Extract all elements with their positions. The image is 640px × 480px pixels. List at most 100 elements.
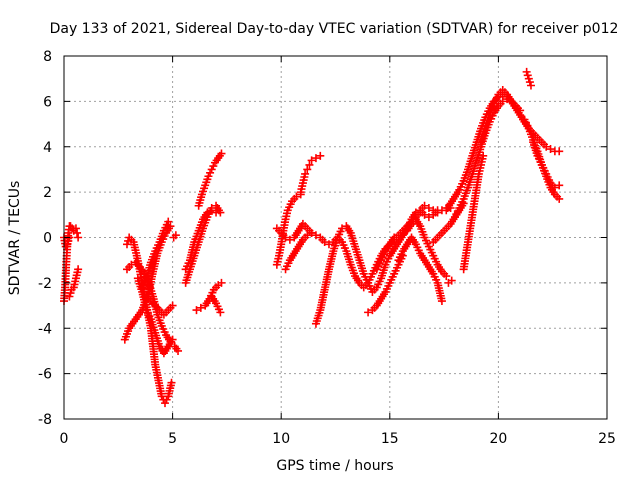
series-t2	[60, 233, 74, 251]
data-point	[390, 233, 399, 242]
x-tick-label: 20	[489, 431, 507, 447]
data-point	[320, 238, 329, 247]
data-point	[429, 206, 438, 215]
data-point	[442, 272, 451, 281]
data-point	[523, 71, 532, 80]
data-point	[424, 213, 433, 222]
series-t8	[133, 274, 177, 358]
series-t4	[65, 265, 83, 301]
data-point	[498, 97, 507, 106]
series-t25	[394, 233, 446, 306]
data-point	[197, 190, 206, 199]
y-tick-label: -8	[38, 412, 52, 428]
data-markers	[60, 67, 564, 408]
data-point	[74, 265, 83, 274]
data-point	[201, 181, 210, 190]
data-point	[525, 78, 534, 87]
series-t36	[444, 276, 456, 287]
data-point	[542, 142, 551, 151]
series-t16	[192, 278, 226, 315]
data-point	[73, 228, 82, 237]
data-point	[364, 308, 373, 317]
series-t9	[138, 217, 173, 292]
data-point	[555, 147, 564, 156]
series-t17	[207, 292, 225, 317]
data-point	[301, 169, 310, 178]
data-point	[168, 335, 177, 344]
series-t10	[142, 292, 177, 319]
series-t20	[296, 151, 325, 197]
series-t24	[372, 233, 399, 274]
data-point	[171, 231, 180, 240]
data-point	[174, 346, 183, 355]
y-tick-label: 0	[43, 231, 52, 247]
series-t3	[66, 222, 83, 242]
series-t33	[522, 67, 535, 90]
y-tick-label: -2	[38, 276, 52, 292]
data-point	[316, 151, 325, 160]
data-point	[411, 208, 420, 217]
data-point	[511, 101, 520, 110]
data-point	[522, 67, 531, 76]
data-point	[437, 297, 446, 306]
data-point	[285, 235, 294, 244]
data-point	[292, 192, 301, 201]
data-point	[200, 184, 209, 193]
y-tick-label: 4	[43, 140, 52, 156]
series-t29	[442, 90, 564, 215]
data-point	[307, 228, 316, 237]
data-point	[71, 224, 80, 233]
data-point	[311, 231, 320, 240]
data-point	[524, 74, 533, 83]
data-point	[555, 181, 564, 190]
data-point	[555, 194, 564, 203]
data-point	[420, 201, 429, 210]
data-point	[305, 160, 314, 169]
data-point	[281, 233, 290, 242]
y-tick-label: -6	[38, 367, 52, 383]
data-point	[124, 236, 133, 245]
x-tick-label: 5	[168, 431, 177, 447]
data-point	[433, 208, 442, 217]
data-point	[311, 154, 320, 163]
data-point	[526, 81, 535, 90]
data-point	[63, 240, 72, 249]
y-tick-label: 2	[43, 185, 52, 201]
data-point	[420, 210, 429, 219]
data-point	[66, 289, 75, 298]
data-point	[216, 308, 225, 317]
data-point	[424, 204, 433, 213]
series-t12	[169, 231, 180, 242]
data-point	[164, 217, 173, 226]
data-point	[217, 149, 226, 158]
data-point	[303, 231, 312, 240]
tick-labels: 0 5 10 15 20 25 -8 -6 -4 -2 0 2 4 6 8	[38, 49, 616, 447]
data-point	[203, 175, 212, 184]
axis-ticks	[63, 55, 608, 420]
data-point	[217, 278, 226, 287]
data-point	[307, 156, 316, 165]
series-t26	[403, 215, 451, 281]
data-point	[65, 292, 74, 301]
data-point	[546, 145, 555, 154]
series-t14	[181, 206, 221, 274]
data-point	[516, 106, 525, 115]
data-point	[199, 187, 208, 196]
data-point	[207, 206, 216, 215]
series-t19	[272, 219, 316, 244]
data-point	[127, 260, 136, 269]
data-point	[74, 233, 83, 242]
data-point	[64, 236, 73, 245]
series-t31	[459, 151, 488, 274]
data-point	[196, 303, 205, 312]
series-t23	[364, 251, 407, 317]
data-point	[167, 378, 176, 387]
data-point	[168, 301, 177, 310]
data-point	[192, 306, 201, 315]
data-point	[550, 183, 559, 192]
series-t32	[477, 86, 520, 147]
chart-title: Day 133 of 2021, Sidereal Day-to-day VTE…	[50, 21, 619, 37]
x-axis-label: GPS time / hours	[276, 458, 393, 474]
data-point	[203, 208, 212, 217]
